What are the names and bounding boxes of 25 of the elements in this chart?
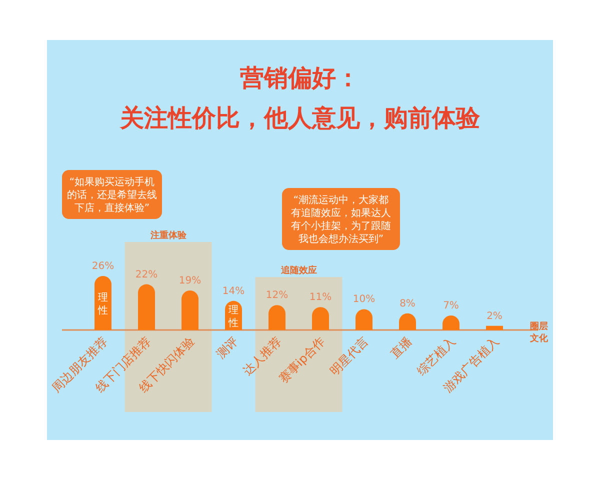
x-tick-label: 直播	[388, 334, 415, 362]
data-label: 2%	[486, 310, 502, 322]
band-label: 注重体验	[149, 230, 188, 241]
data-label: 11%	[309, 292, 332, 304]
data-label: 22%	[135, 269, 158, 280]
data-label: 14%	[222, 286, 245, 297]
text: “潮流运动中，大家都有追随效应，如果达人有个小挂架，为了跟随我也会想办法买到”	[291, 194, 391, 245]
text: “如果购买运动手机的话，还是希望去线下店，直接体验”	[67, 176, 157, 214]
x-tick-label: 测评	[214, 334, 241, 362]
chart-title: 营销偏好：	[239, 64, 360, 92]
data-label: 19%	[178, 276, 202, 287]
data-label: 7%	[443, 300, 459, 312]
data-label: 10%	[352, 294, 376, 306]
data-label: 26%	[92, 261, 114, 272]
band-label: 追随效应	[280, 265, 317, 276]
bar	[486, 326, 503, 330]
bar	[138, 284, 155, 330]
bar	[182, 290, 198, 330]
annotation: 理性	[97, 292, 108, 316]
chart-subtitle: 关注性价比，他人意见，购前体验	[119, 104, 481, 132]
annotation: 理性	[228, 304, 238, 329]
annotation: 圈层文化	[529, 321, 549, 344]
data-label: 8%	[400, 298, 416, 310]
data-label: 12%	[266, 290, 288, 302]
x-tick-label: 明星代言	[327, 334, 372, 378]
